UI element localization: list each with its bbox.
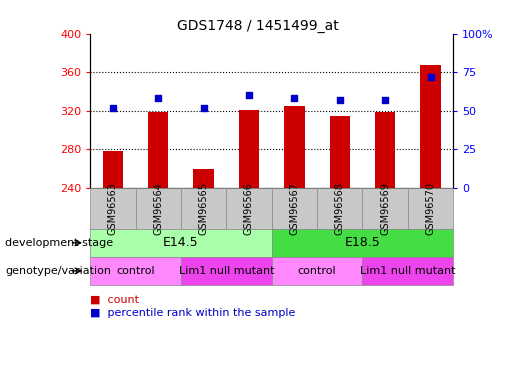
Point [199, 105, 208, 111]
Bar [330, 116, 350, 188]
Bar [420, 64, 441, 188]
Text: genotype/variation: genotype/variation [5, 266, 111, 276]
Text: E18.5: E18.5 [345, 236, 380, 249]
Text: GSM96568: GSM96568 [335, 182, 345, 235]
Point [426, 74, 435, 80]
Text: GSM96567: GSM96567 [289, 182, 299, 235]
Point [290, 95, 299, 101]
Bar [102, 151, 123, 188]
Text: E14.5: E14.5 [163, 236, 199, 249]
Bar [375, 112, 396, 188]
Text: GSM96569: GSM96569 [380, 182, 390, 235]
Text: Lim1 null mutant: Lim1 null mutant [360, 266, 456, 276]
Text: development stage: development stage [5, 238, 113, 248]
Text: GDS1748 / 1451499_at: GDS1748 / 1451499_at [177, 19, 338, 33]
Bar [193, 169, 214, 188]
Bar [148, 112, 168, 188]
Text: control: control [116, 266, 155, 276]
Text: GSM96566: GSM96566 [244, 182, 254, 235]
Text: ■  count: ■ count [90, 295, 139, 305]
Point [336, 97, 344, 103]
Bar [284, 106, 304, 188]
Text: GSM96565: GSM96565 [199, 182, 209, 235]
Bar [239, 110, 259, 188]
Point [154, 95, 162, 101]
Text: ■  percentile rank within the sample: ■ percentile rank within the sample [90, 308, 296, 318]
Point [109, 105, 117, 111]
Text: Lim1 null mutant: Lim1 null mutant [179, 266, 274, 276]
Text: GSM96564: GSM96564 [153, 182, 163, 235]
Text: control: control [298, 266, 336, 276]
Text: GSM96563: GSM96563 [108, 182, 118, 235]
Point [245, 92, 253, 98]
Text: GSM96570: GSM96570 [425, 182, 436, 235]
Point [381, 97, 389, 103]
